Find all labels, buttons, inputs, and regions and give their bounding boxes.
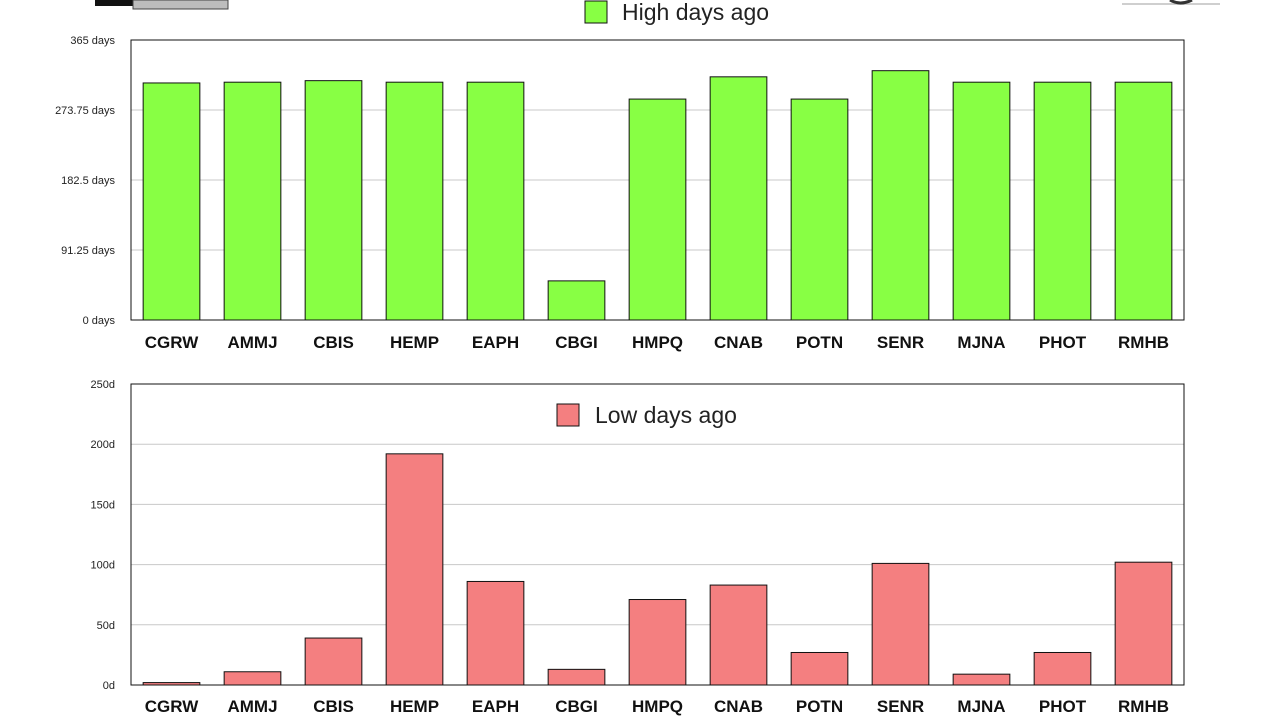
bar-ammj xyxy=(223,81,282,321)
x-tick-label: SENR xyxy=(877,697,924,716)
x-tick-label: AMMJ xyxy=(227,333,277,352)
bar-eaph xyxy=(466,580,525,686)
bar-mjna xyxy=(952,81,1011,321)
legend-swatch xyxy=(584,0,608,24)
x-tick-label: RMHB xyxy=(1118,333,1169,352)
logo-fragment-left xyxy=(95,0,229,10)
x-tick-label: PHOT xyxy=(1039,333,1087,352)
x-tick-label: AMMJ xyxy=(227,697,277,716)
y-tick-label: 0 days xyxy=(83,315,116,327)
x-tick-label: EAPH xyxy=(472,333,519,352)
bar-hmpq xyxy=(628,599,687,686)
y-tick-label: 91.25 days xyxy=(61,245,115,257)
bar-senr xyxy=(871,70,930,321)
x-tick-label: CBGI xyxy=(555,333,598,352)
low-days-chart: 0d 50d 100d 150d 200d 250d CGRW AMMJ CBIS HEMP EAP… xyxy=(91,379,1185,716)
bar-cnab xyxy=(709,584,768,686)
bar-cbgi xyxy=(547,280,606,321)
bar-cbis xyxy=(304,637,363,686)
x-tick-label: SENR xyxy=(877,333,924,352)
x-tick-label: EAPH xyxy=(472,697,519,716)
x-tick-label: HEMP xyxy=(390,697,439,716)
x-tick-label: CBIS xyxy=(313,697,354,716)
y-tick-label: 182.5 days xyxy=(61,175,115,187)
bar-cgrw xyxy=(142,682,201,686)
bar-hemp xyxy=(385,453,444,686)
high-days-chart: 0 days 91.25 days 182.5 days 273.75 days 365… xyxy=(55,0,1185,352)
x-tick-label: HMPQ xyxy=(632,697,683,716)
legend: Low days ago xyxy=(556,402,737,428)
bar-cnab xyxy=(709,76,768,321)
x-tick-label: CNAB xyxy=(714,333,763,352)
y-tick-label: 250d xyxy=(91,379,115,391)
x-tick-label: HEMP xyxy=(390,333,439,352)
x-tick-label: MJNA xyxy=(957,697,1005,716)
bar-hmpq xyxy=(628,98,687,321)
y-tick-label: 150d xyxy=(91,499,115,511)
y-tick-label: 100d xyxy=(91,560,115,572)
x-tick-label: RMHB xyxy=(1118,697,1169,716)
bar-senr xyxy=(871,562,930,686)
legend-label: High days ago xyxy=(622,0,769,25)
legend: High days ago xyxy=(584,0,769,25)
bar-cgrw xyxy=(142,82,201,321)
y-tick-label: 0d xyxy=(103,680,115,692)
x-tick-label: CBGI xyxy=(555,697,598,716)
bar-cbis xyxy=(304,80,363,321)
x-tick-label: POTN xyxy=(796,697,843,716)
y-tick-label: 50d xyxy=(97,620,115,632)
bar-ammj xyxy=(223,671,282,686)
x-tick-label: POTN xyxy=(796,333,843,352)
x-tick-label: CGRW xyxy=(145,697,199,716)
bar-rmhb xyxy=(1114,561,1173,686)
y-tick-label: 200d xyxy=(91,439,115,451)
legend-label: Low days ago xyxy=(595,402,737,428)
bar-phot xyxy=(1033,81,1092,321)
x-tick-label: PHOT xyxy=(1039,697,1087,716)
y-tick-label: 365 days xyxy=(70,35,115,47)
y-tick-label: 273.75 days xyxy=(55,105,115,117)
bar-potn xyxy=(790,98,849,321)
bar-potn xyxy=(790,651,849,686)
legend-swatch xyxy=(556,403,580,427)
bar-phot xyxy=(1033,651,1092,686)
x-tick-label: CNAB xyxy=(714,697,763,716)
bar-mjna xyxy=(952,673,1011,686)
bar-rmhb xyxy=(1114,81,1173,321)
x-tick-label: MJNA xyxy=(957,333,1005,352)
bar-hemp xyxy=(385,81,444,321)
x-tick-label: HMPQ xyxy=(632,333,683,352)
bar-cbgi xyxy=(547,668,606,686)
x-tick-label: CGRW xyxy=(145,333,199,352)
x-tick-label: CBIS xyxy=(313,333,354,352)
bar-eaph xyxy=(466,81,525,321)
logo-fragment-right xyxy=(1122,0,1220,5)
